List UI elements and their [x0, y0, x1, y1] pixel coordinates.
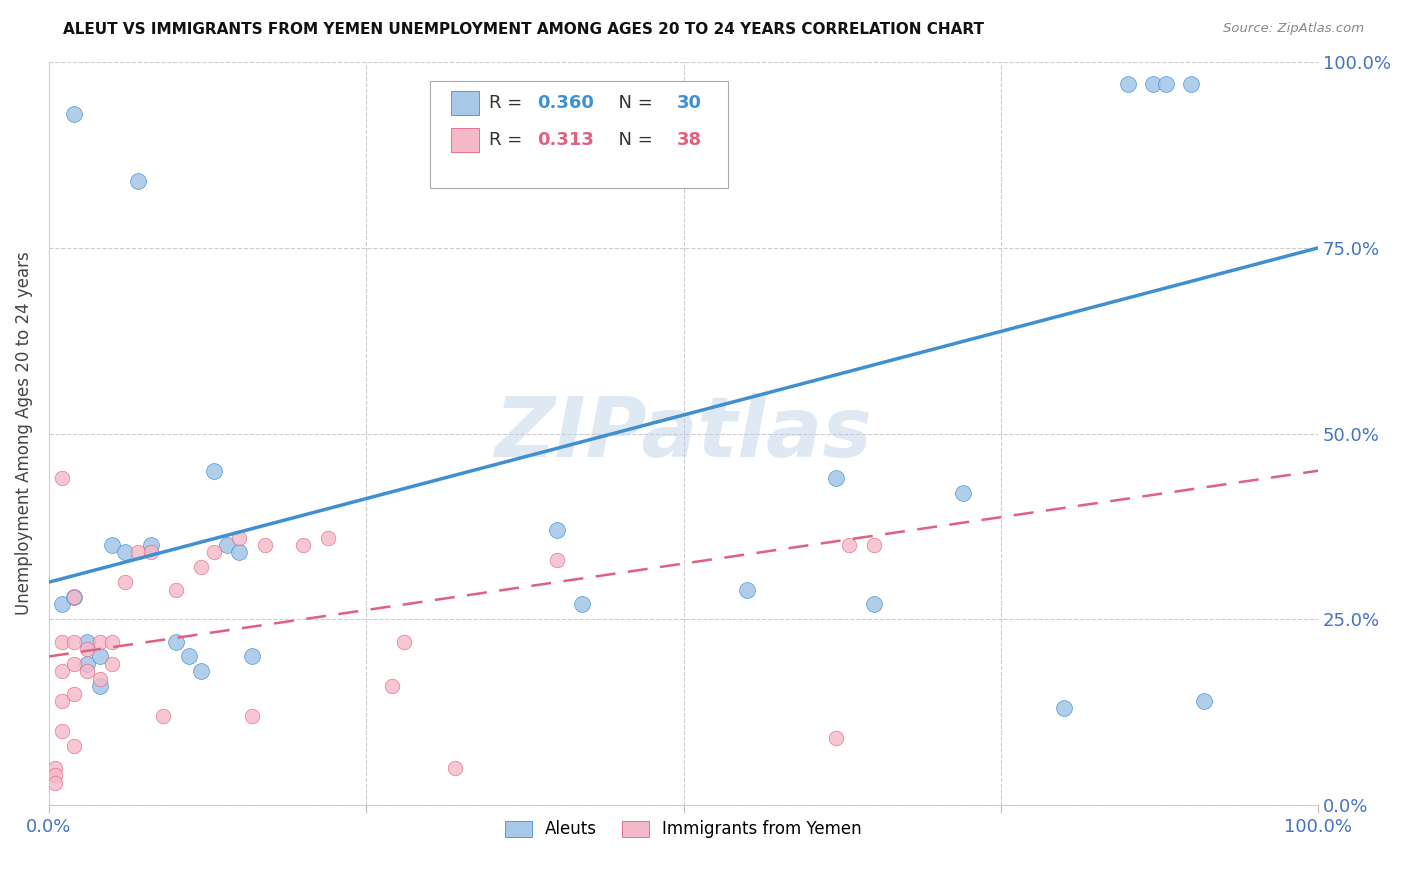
Point — [177, 649, 200, 664]
Point — [316, 531, 339, 545]
Text: R =: R = — [489, 131, 529, 149]
Text: 30: 30 — [678, 94, 702, 112]
Point — [101, 657, 124, 671]
Point — [63, 590, 86, 604]
Point — [190, 665, 212, 679]
Point — [838, 538, 860, 552]
Point — [139, 545, 162, 559]
Point — [51, 723, 73, 738]
Point — [546, 523, 568, 537]
Point — [824, 731, 846, 746]
Point — [152, 709, 174, 723]
Text: N =: N = — [607, 94, 659, 112]
Y-axis label: Unemployment Among Ages 20 to 24 years: Unemployment Among Ages 20 to 24 years — [15, 252, 32, 615]
Point — [165, 582, 187, 597]
FancyBboxPatch shape — [451, 128, 479, 152]
Legend: Aleuts, Immigrants from Yemen: Aleuts, Immigrants from Yemen — [499, 814, 869, 845]
Point — [240, 709, 263, 723]
Text: 0.360: 0.360 — [537, 94, 595, 112]
Point — [51, 665, 73, 679]
Text: Source: ZipAtlas.com: Source: ZipAtlas.com — [1223, 22, 1364, 36]
Text: N =: N = — [607, 131, 659, 149]
Point — [127, 174, 149, 188]
Point — [89, 649, 111, 664]
Point — [63, 739, 86, 753]
Point — [165, 634, 187, 648]
Point — [1116, 78, 1139, 92]
Point — [381, 679, 404, 693]
Text: ZIPatlas: ZIPatlas — [495, 393, 873, 474]
Point — [571, 598, 593, 612]
Point — [101, 634, 124, 648]
Point — [51, 694, 73, 708]
Point — [114, 575, 136, 590]
Point — [63, 657, 86, 671]
Point — [76, 634, 98, 648]
Point — [63, 634, 86, 648]
Point — [89, 679, 111, 693]
Point — [394, 634, 416, 648]
Point — [215, 538, 238, 552]
Point — [127, 545, 149, 559]
Point — [253, 538, 276, 552]
Point — [824, 471, 846, 485]
Point — [1154, 78, 1177, 92]
Point — [863, 538, 886, 552]
Point — [114, 545, 136, 559]
Point — [76, 657, 98, 671]
Point — [240, 649, 263, 664]
FancyBboxPatch shape — [451, 91, 479, 115]
Text: 38: 38 — [678, 131, 703, 149]
Point — [76, 665, 98, 679]
Point — [291, 538, 314, 552]
Point — [89, 634, 111, 648]
Point — [1192, 694, 1215, 708]
Text: 0.313: 0.313 — [537, 131, 595, 149]
Point — [63, 590, 86, 604]
Point — [51, 471, 73, 485]
Point — [51, 598, 73, 612]
Point — [63, 107, 86, 121]
Point — [202, 464, 225, 478]
FancyBboxPatch shape — [430, 80, 728, 188]
Point — [228, 545, 250, 559]
Point — [63, 687, 86, 701]
Point — [101, 538, 124, 552]
Point — [1053, 701, 1076, 715]
Point — [76, 642, 98, 657]
Text: ALEUT VS IMMIGRANTS FROM YEMEN UNEMPLOYMENT AMONG AGES 20 TO 24 YEARS CORRELATIO: ALEUT VS IMMIGRANTS FROM YEMEN UNEMPLOYM… — [63, 22, 984, 37]
Text: R =: R = — [489, 94, 529, 112]
Point — [546, 553, 568, 567]
Point — [1180, 78, 1202, 92]
Point — [1142, 78, 1164, 92]
Point — [139, 538, 162, 552]
Point — [228, 531, 250, 545]
Point — [89, 672, 111, 686]
Point — [190, 560, 212, 574]
Point — [44, 761, 66, 775]
Point — [952, 486, 974, 500]
Point — [44, 775, 66, 789]
Point — [735, 582, 758, 597]
Point — [44, 768, 66, 782]
Point — [202, 545, 225, 559]
Point — [444, 761, 467, 775]
Point — [51, 634, 73, 648]
Point — [863, 598, 886, 612]
